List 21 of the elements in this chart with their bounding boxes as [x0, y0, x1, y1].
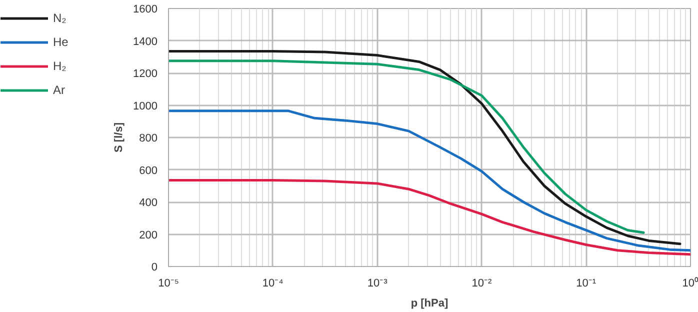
y-tick-label: 1000: [133, 100, 158, 112]
x-tick-label: 10⁻¹: [576, 278, 596, 290]
x-axis-title: p [hPa]: [410, 298, 448, 310]
x-tick-label: 10⁻²: [472, 278, 492, 290]
y-tick-label: 800: [139, 132, 158, 144]
x-tick-label: 10⁻⁴: [262, 278, 284, 290]
legend-label: H₂: [53, 59, 68, 73]
y-tick-label: 600: [139, 164, 158, 177]
y-tick-label: 0: [151, 262, 158, 274]
y-tick-label: 1200: [133, 68, 158, 80]
y-tick-label: 200: [139, 229, 158, 242]
y-axis-title: S [l/s]: [113, 122, 126, 152]
legend-label: He: [53, 35, 70, 49]
y-tick-label: 1400: [133, 36, 158, 48]
x-tick-label: 10⁻⁵: [158, 278, 179, 290]
x-tick-label: 10⁰: [682, 276, 698, 290]
y-tick-label: 1600: [133, 4, 158, 16]
y-tick-label: 400: [139, 197, 158, 209]
x-tick-label: 10⁻³: [367, 278, 388, 290]
legend-label: Ar: [53, 83, 66, 97]
legend-label: N₂: [53, 11, 68, 25]
